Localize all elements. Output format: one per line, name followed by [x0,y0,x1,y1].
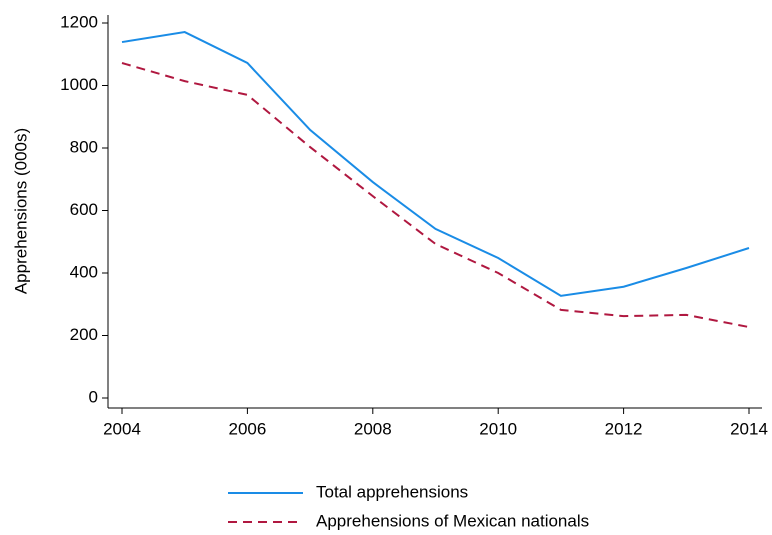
x-tick-label: 2010 [479,419,517,438]
series-line [121,31,750,297]
y-tick-label: 1000 [60,75,98,94]
y-tick-label: 0 [89,387,98,406]
y-tick-label: 600 [70,200,98,219]
y-axis-label: Apprehensions (000s) [11,128,30,294]
x-tick-label: 2008 [354,419,392,438]
x-tick-label: 2006 [228,419,266,438]
y-tick-label: 800 [70,137,98,156]
y-tick-label: 400 [70,262,98,281]
x-tick-label: 2012 [605,419,643,438]
y-tick-label: 1200 [60,12,98,31]
legend-label: Total apprehensions [316,482,468,501]
series-line [121,62,750,329]
x-tick-label: 2014 [730,419,768,438]
y-tick-label: 200 [70,325,98,344]
legend-label: Apprehensions of Mexican nationals [316,511,589,530]
x-tick-label: 2004 [103,419,141,438]
